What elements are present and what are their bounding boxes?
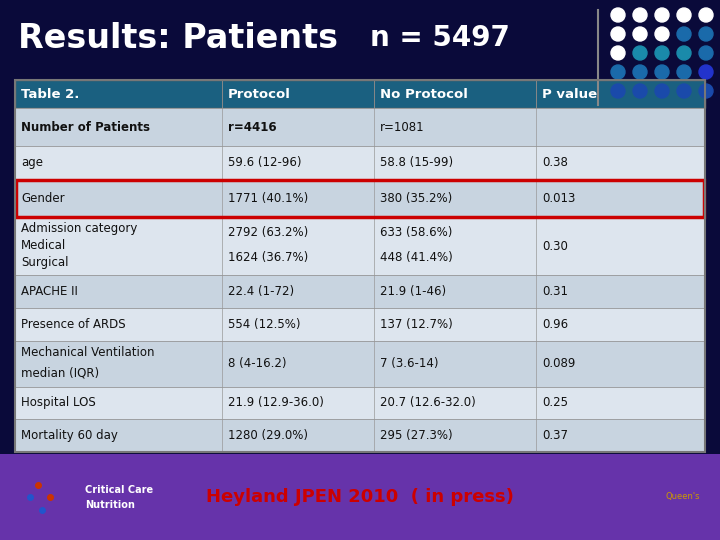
Text: 8 (4-16.2): 8 (4-16.2) xyxy=(228,357,287,370)
Circle shape xyxy=(677,8,691,22)
Text: P value: P value xyxy=(542,87,597,100)
Text: 1280 (29.0%): 1280 (29.0%) xyxy=(228,429,308,442)
FancyBboxPatch shape xyxy=(15,387,705,420)
Text: Protocol: Protocol xyxy=(228,87,291,100)
FancyBboxPatch shape xyxy=(15,308,705,341)
Text: Results: Patients: Results: Patients xyxy=(18,22,338,55)
Circle shape xyxy=(699,46,713,60)
Text: 380 (35.2%): 380 (35.2%) xyxy=(380,192,452,205)
FancyBboxPatch shape xyxy=(15,146,705,179)
Text: 0.31: 0.31 xyxy=(542,285,568,298)
Text: 20.7 (12.6-32.0): 20.7 (12.6-32.0) xyxy=(380,396,475,409)
Text: 0.37: 0.37 xyxy=(542,429,568,442)
Text: 21.9 (1-46): 21.9 (1-46) xyxy=(380,285,446,298)
Text: Presence of ARDS: Presence of ARDS xyxy=(21,318,125,330)
Circle shape xyxy=(633,46,647,60)
Text: APACHE II: APACHE II xyxy=(21,285,78,298)
Text: Queen's: Queen's xyxy=(665,492,700,502)
Text: 137 (12.7%): 137 (12.7%) xyxy=(380,318,453,330)
Circle shape xyxy=(633,27,647,41)
Text: 0.013: 0.013 xyxy=(542,192,575,205)
Text: median (IQR): median (IQR) xyxy=(21,366,99,379)
Text: Surgical: Surgical xyxy=(21,256,68,269)
Text: No Protocol: No Protocol xyxy=(380,87,468,100)
FancyBboxPatch shape xyxy=(15,420,705,452)
Text: 0.30: 0.30 xyxy=(542,240,568,253)
Circle shape xyxy=(655,65,669,79)
Text: Heyland JPEN 2010  ( in press): Heyland JPEN 2010 ( in press) xyxy=(206,488,514,506)
Text: 2792 (63.2%): 2792 (63.2%) xyxy=(228,226,308,239)
Circle shape xyxy=(633,65,647,79)
FancyBboxPatch shape xyxy=(15,275,705,308)
Text: Hospital LOS: Hospital LOS xyxy=(21,396,96,409)
FancyBboxPatch shape xyxy=(15,218,705,275)
Circle shape xyxy=(611,46,625,60)
Text: r=1081: r=1081 xyxy=(380,121,424,134)
FancyBboxPatch shape xyxy=(15,179,705,218)
Circle shape xyxy=(677,46,691,60)
Text: 554 (12.5%): 554 (12.5%) xyxy=(228,318,300,330)
FancyBboxPatch shape xyxy=(15,341,705,387)
Circle shape xyxy=(699,84,713,98)
Text: age: age xyxy=(21,156,43,169)
Text: Mortality 60 day: Mortality 60 day xyxy=(21,429,118,442)
Text: 0.25: 0.25 xyxy=(542,396,568,409)
Circle shape xyxy=(655,27,669,41)
Text: 22.4 (1-72): 22.4 (1-72) xyxy=(228,285,294,298)
Circle shape xyxy=(677,65,691,79)
Circle shape xyxy=(611,8,625,22)
Text: Mechanical Ventilation: Mechanical Ventilation xyxy=(21,346,155,359)
Circle shape xyxy=(677,27,691,41)
Circle shape xyxy=(655,46,669,60)
Text: 448 (41.4%): 448 (41.4%) xyxy=(380,251,453,264)
Circle shape xyxy=(633,8,647,22)
Text: 0.089: 0.089 xyxy=(542,357,575,370)
FancyBboxPatch shape xyxy=(15,80,705,108)
Text: Critical Care: Critical Care xyxy=(85,485,153,495)
Text: 295 (27.3%): 295 (27.3%) xyxy=(380,429,452,442)
Circle shape xyxy=(699,65,713,79)
Circle shape xyxy=(699,27,713,41)
Text: Admission category: Admission category xyxy=(21,221,138,234)
Text: Medical: Medical xyxy=(21,239,66,252)
Circle shape xyxy=(611,65,625,79)
Text: 7 (3.6-14): 7 (3.6-14) xyxy=(380,357,438,370)
Circle shape xyxy=(655,8,669,22)
Text: r=4416: r=4416 xyxy=(228,121,276,134)
Circle shape xyxy=(655,84,669,98)
Text: Gender: Gender xyxy=(21,192,65,205)
Circle shape xyxy=(611,84,625,98)
Text: 0.96: 0.96 xyxy=(542,318,568,330)
Text: 58.8 (15-99): 58.8 (15-99) xyxy=(380,156,453,169)
Text: Nutrition: Nutrition xyxy=(85,500,135,510)
Text: 1624 (36.7%): 1624 (36.7%) xyxy=(228,251,308,264)
Text: n = 5497: n = 5497 xyxy=(370,24,510,52)
FancyBboxPatch shape xyxy=(15,108,705,146)
Text: 0.38: 0.38 xyxy=(542,156,568,169)
FancyBboxPatch shape xyxy=(0,454,720,540)
Circle shape xyxy=(633,84,647,98)
Circle shape xyxy=(611,27,625,41)
Text: Table 2.: Table 2. xyxy=(21,87,79,100)
Text: 59.6 (12-96): 59.6 (12-96) xyxy=(228,156,302,169)
Text: 1771 (40.1%): 1771 (40.1%) xyxy=(228,192,308,205)
Circle shape xyxy=(699,8,713,22)
Text: 21.9 (12.9-36.0): 21.9 (12.9-36.0) xyxy=(228,396,324,409)
Text: 633 (58.6%): 633 (58.6%) xyxy=(380,226,452,239)
Text: Number of Patients: Number of Patients xyxy=(21,121,150,134)
Circle shape xyxy=(677,84,691,98)
